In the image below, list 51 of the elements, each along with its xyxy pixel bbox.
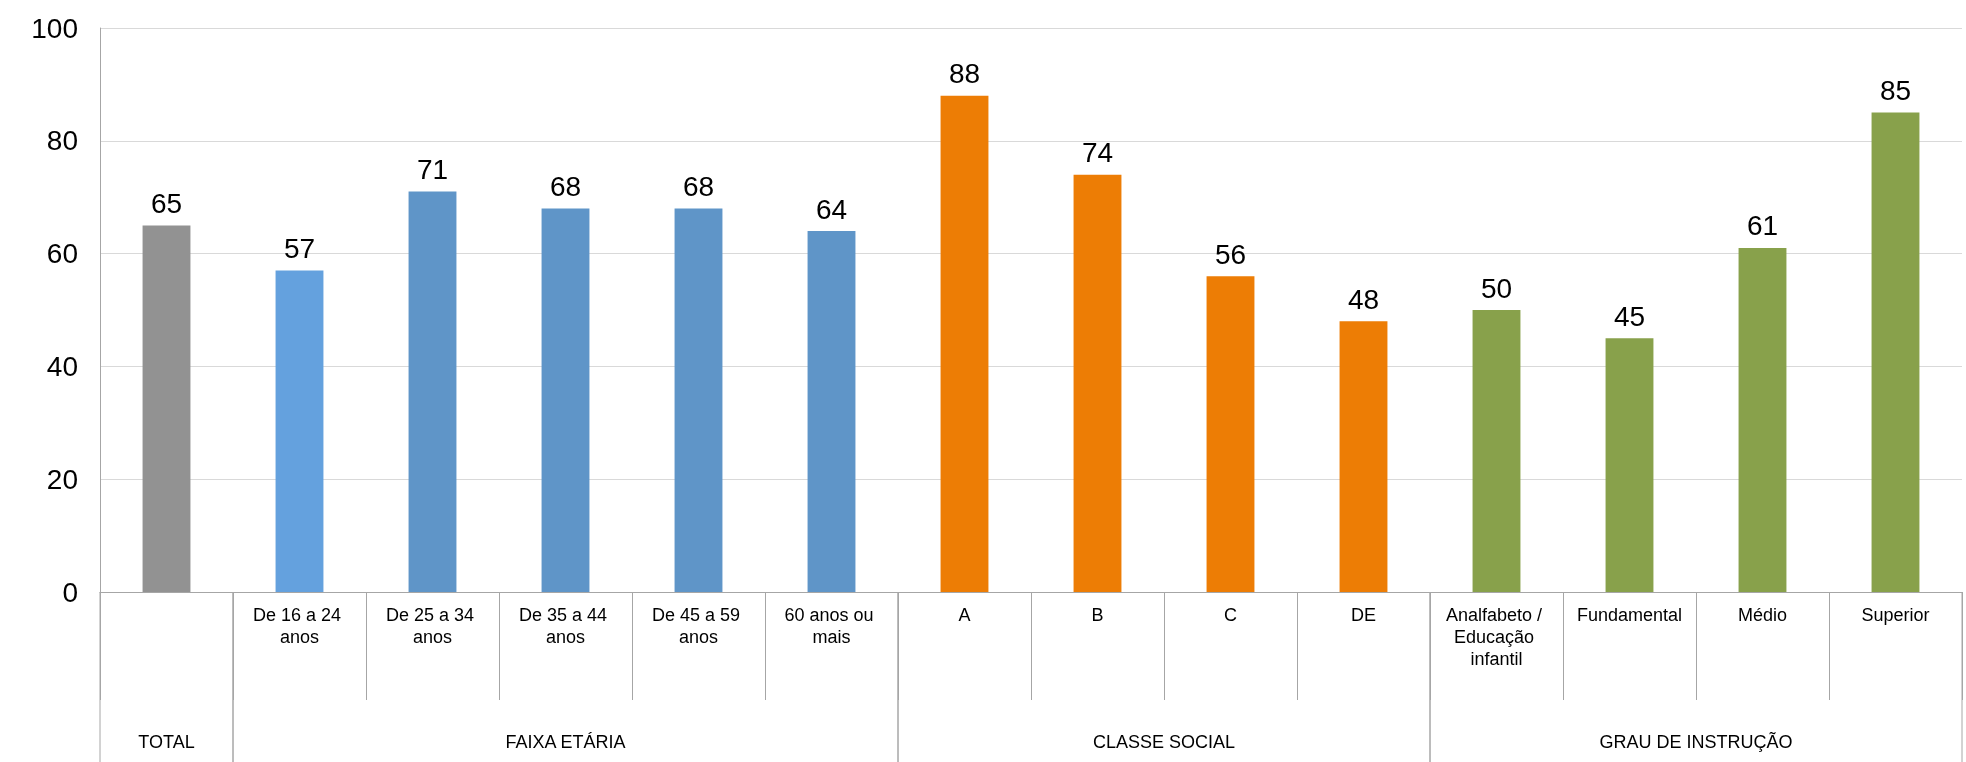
data-label: 64: [815, 193, 848, 225]
bar: [541, 208, 590, 592]
y-tick-label: 0: [62, 576, 78, 608]
bar: [1871, 112, 1920, 592]
y-tick-label: 40: [46, 350, 78, 382]
data-label: 85: [1879, 75, 1912, 107]
bar: [674, 208, 723, 592]
y-tick-label: 60: [46, 238, 78, 270]
data-label: 56: [1214, 238, 1247, 270]
bar: [1206, 276, 1255, 592]
x-tick-label: De 45 a 59 anos: [651, 605, 746, 647]
data-label: 45: [1613, 300, 1646, 332]
text: FAIXA ETÁRIA: [505, 732, 626, 752]
bar: [940, 95, 989, 592]
bar: [408, 191, 457, 592]
x-tick-label: B: [1091, 605, 1104, 625]
x-tick-label: Fundamental: [1576, 605, 1683, 625]
bar: [1738, 247, 1787, 592]
x-tick-label: De 16 a 24 anos: [252, 605, 347, 647]
bar: [1339, 321, 1388, 592]
bar: [142, 225, 191, 592]
y-tick-label: 20: [46, 463, 78, 495]
x-tick-label: DE: [1350, 605, 1377, 625]
data-label: 48: [1347, 283, 1380, 315]
data-label: 71: [416, 154, 449, 186]
x-tick-label: De 25 a 34 anos: [385, 605, 480, 647]
data-label: 68: [682, 170, 715, 202]
x-tick-label: Médio: [1737, 605, 1788, 625]
x-tick-label: Analfabeto / Educação infantil: [1445, 605, 1548, 669]
data-label: 68: [549, 170, 582, 202]
bar: [807, 231, 856, 592]
data-label: 50: [1480, 272, 1513, 304]
text: GRAU DE INSTRUÇÃO: [1599, 731, 1793, 752]
data-label: 74: [1081, 137, 1114, 169]
bar: [1605, 338, 1654, 592]
bar: [1472, 310, 1521, 592]
x-tick-label: C: [1224, 605, 1237, 625]
data-label: 57: [283, 233, 316, 265]
x-tick-label: Superior: [1861, 605, 1930, 625]
x-tick-label: De 35 a 44 anos: [518, 605, 613, 647]
data-label: 61: [1746, 210, 1779, 242]
x-tick-label: 60 anos ou mais: [784, 605, 879, 647]
data-label: 88: [948, 58, 981, 90]
y-tick-label: 100: [31, 12, 78, 44]
data-label: 65: [150, 187, 183, 219]
bar: [275, 270, 324, 592]
text: CLASSE SOCIAL: [1092, 732, 1236, 752]
bar: [1073, 174, 1122, 592]
text: TOTAL: [138, 732, 195, 752]
y-tick-label: 80: [46, 125, 78, 157]
x-tick-label: A: [958, 605, 971, 625]
